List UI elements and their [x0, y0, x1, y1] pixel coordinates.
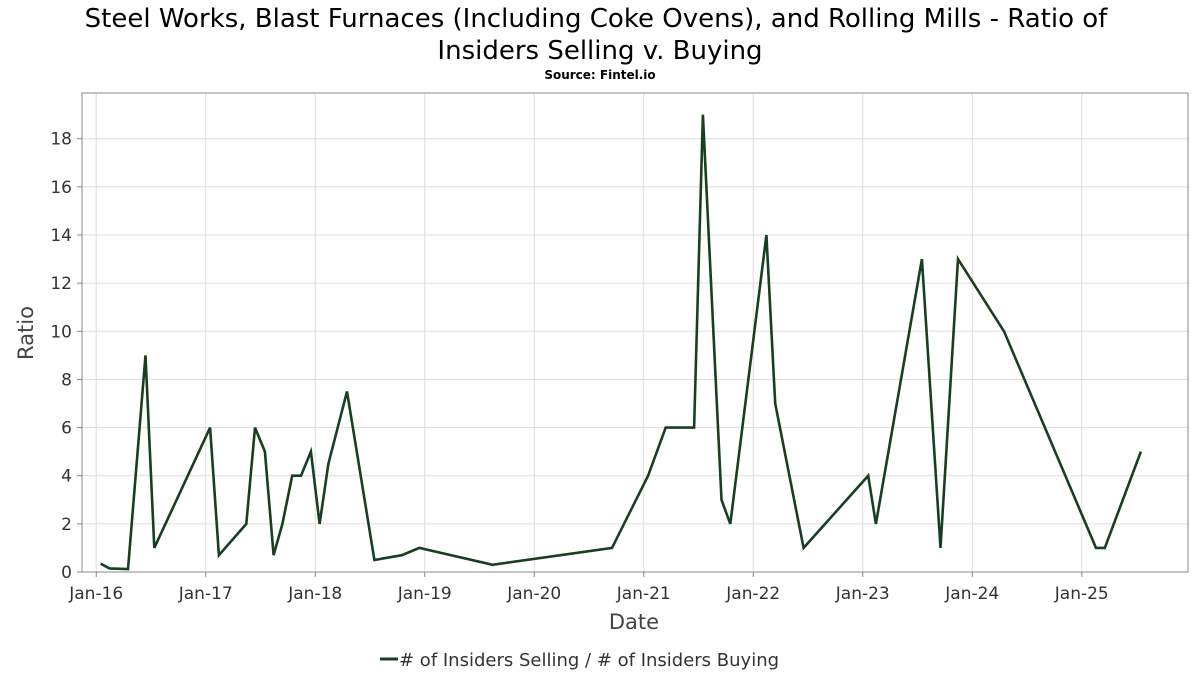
y-tick-label: 18 [50, 130, 72, 150]
x-tick-label: Jan-18 [287, 584, 342, 604]
y-tick-label: 0 [61, 563, 72, 583]
y-tick-label: 8 [61, 370, 72, 390]
x-axis-label: Date [609, 610, 659, 634]
x-tick-label: Jan-24 [944, 584, 999, 604]
y-axis-label: Ratio [14, 306, 38, 360]
y-tick-label: 12 [50, 274, 72, 294]
y-tick-label: 6 [61, 419, 72, 439]
legend: # of Insiders Selling / # of Insiders Bu… [380, 650, 779, 671]
series-lines [99, 114, 1143, 571]
legend-label: # of Insiders Selling / # of Insiders Bu… [399, 650, 779, 671]
y-tick-label: 14 [50, 226, 72, 246]
plot-frame [81, 92, 1189, 573]
y-tick-label: 4 [61, 467, 72, 487]
x-tick-label: Jan-21 [616, 584, 671, 604]
y-tick-label: 2 [61, 515, 72, 535]
y-tick-label: 10 [50, 322, 72, 342]
axis-ticks: Jan-16 Jan-17 Jan-18 Jan-19 Jan-20 Jan-21 Jan-… [50, 130, 1108, 604]
x-tick-label: Jan-17 [178, 584, 233, 604]
x-tick-label: Jan-20 [506, 584, 561, 604]
y-tick-label: 16 [50, 178, 72, 198]
chart-subtitle: Source: Fintel.io [544, 68, 655, 82]
chart-title-line-1: Steel Works, Blast Furnaces (Including C… [85, 4, 1108, 34]
x-tick-label: Jan-16 [68, 584, 123, 604]
x-tick-label: Jan-22 [725, 584, 780, 604]
chart-title-line-2: Insiders Selling v. Buying [437, 36, 762, 66]
x-tick-label: Jan-25 [1054, 584, 1109, 604]
series-line [99, 114, 1143, 571]
x-tick-label: Jan-19 [397, 584, 452, 604]
x-tick-label: Jan-23 [835, 584, 890, 604]
